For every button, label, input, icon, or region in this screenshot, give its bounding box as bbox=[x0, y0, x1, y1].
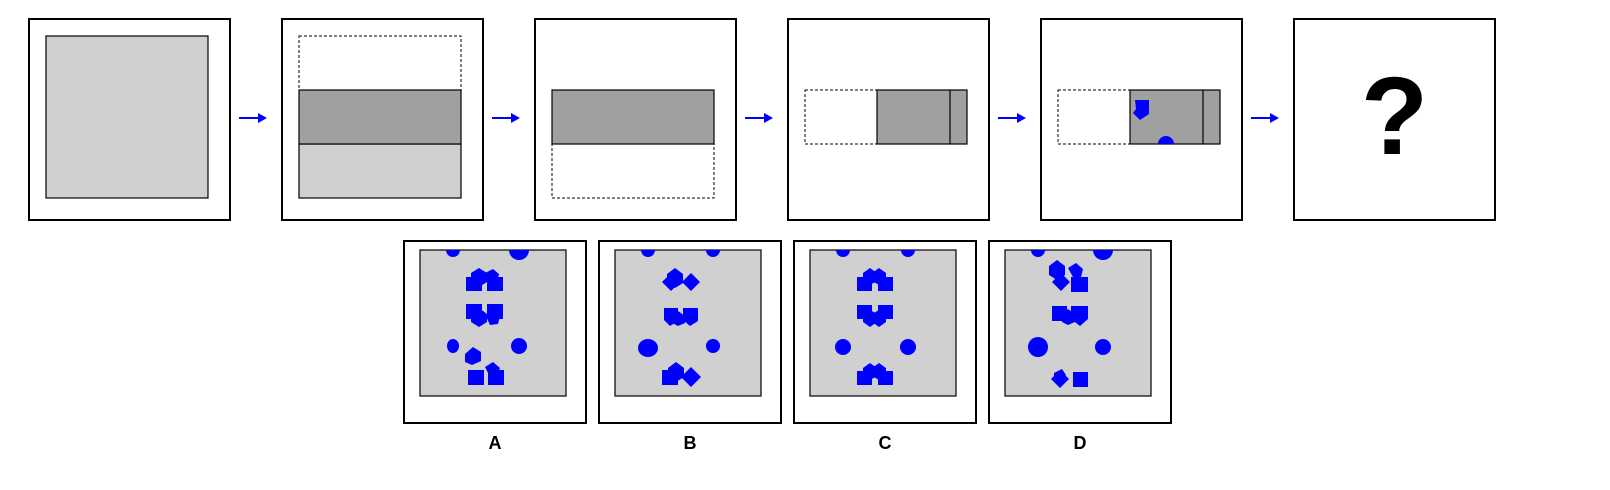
step-folded-strip bbox=[534, 18, 737, 221]
hole-half-circle bbox=[706, 250, 720, 257]
full-sheet-drawing bbox=[45, 35, 209, 199]
step-full-sheet bbox=[28, 18, 231, 221]
arrow-icon bbox=[998, 113, 1026, 123]
folded-strip-drawing bbox=[551, 89, 715, 199]
punched-drawing bbox=[1057, 89, 1221, 145]
hole-half-circle bbox=[641, 250, 655, 257]
hole-half-circle bbox=[901, 250, 915, 257]
hole-hexagon bbox=[872, 310, 886, 327]
hole-pentagon bbox=[683, 308, 698, 326]
question-mark: ? bbox=[1360, 55, 1429, 178]
option-b-drawing bbox=[614, 249, 762, 397]
hole-half-circle bbox=[1093, 250, 1113, 260]
hole-diamond bbox=[1052, 273, 1070, 291]
punched-hole-pentagon bbox=[1133, 100, 1149, 120]
option-a[interactable] bbox=[403, 240, 587, 424]
hole-half-circle bbox=[446, 250, 460, 257]
hole-circle bbox=[1095, 339, 1111, 355]
option-b[interactable] bbox=[598, 240, 782, 424]
fold-bottom-up-drawing bbox=[298, 35, 462, 199]
hole-hexagon bbox=[668, 362, 684, 382]
hole-circle bbox=[900, 339, 916, 355]
hole-circle bbox=[1028, 337, 1048, 357]
arrow-icon bbox=[239, 113, 267, 123]
hole-hexagon bbox=[872, 363, 886, 380]
hole-circle bbox=[835, 339, 851, 355]
folded-strip bbox=[1129, 89, 1221, 145]
hole-hexagon bbox=[471, 308, 487, 327]
option-d[interactable] bbox=[988, 240, 1172, 424]
hole-half-circle bbox=[836, 250, 850, 257]
step-unknown: ? bbox=[1293, 18, 1496, 221]
folded-flap bbox=[298, 89, 462, 145]
hole-diamond bbox=[681, 367, 701, 387]
hole-hexagon bbox=[1062, 309, 1075, 325]
option-a-label: A bbox=[488, 433, 502, 453]
hole-half-circle bbox=[509, 250, 529, 260]
hole-hexagon bbox=[872, 268, 886, 285]
folded-strip bbox=[551, 89, 715, 145]
hole-diamond bbox=[682, 273, 700, 291]
hole-circle bbox=[706, 339, 720, 353]
fold-ghost-outline bbox=[1057, 89, 1131, 145]
option-d-drawing bbox=[1004, 249, 1152, 397]
hole-pentagon bbox=[1071, 306, 1088, 326]
step-punched bbox=[1040, 18, 1243, 221]
fold-ghost-outline bbox=[804, 89, 878, 145]
hole-pentagon bbox=[1054, 369, 1066, 382]
hole-circle bbox=[511, 338, 527, 354]
hole-hexagon bbox=[465, 347, 481, 365]
option-d-label: D bbox=[1073, 433, 1087, 453]
option-c-label: C bbox=[878, 433, 892, 453]
fold-left-right-drawing bbox=[804, 89, 968, 145]
hole-square bbox=[468, 370, 484, 385]
hole-hexagon bbox=[667, 268, 683, 288]
hole-pentagon bbox=[485, 269, 499, 283]
hole-half-circle bbox=[1031, 250, 1045, 257]
hole-hexagon bbox=[471, 268, 487, 287]
option-c-drawing bbox=[809, 249, 957, 397]
hole-square bbox=[1071, 277, 1088, 292]
arrow-icon bbox=[1251, 113, 1279, 123]
punched-hole-half-circle bbox=[1158, 136, 1174, 144]
step-fold-left-right bbox=[787, 18, 990, 221]
hole-pentagon bbox=[485, 362, 500, 375]
option-b-label: B bbox=[683, 433, 697, 453]
arrow-icon bbox=[745, 113, 773, 123]
fold-ghost-outline bbox=[551, 143, 715, 199]
hole-hexagon bbox=[672, 311, 685, 326]
hole-pentagon bbox=[486, 311, 500, 325]
arrow-icon bbox=[492, 113, 520, 123]
hole-circle bbox=[638, 339, 658, 357]
fold-ghost-outline bbox=[298, 35, 462, 91]
paper-sheet bbox=[45, 35, 209, 199]
step-fold-bottom-up bbox=[281, 18, 484, 221]
paper-sheet bbox=[298, 143, 462, 199]
hole-square bbox=[1073, 372, 1088, 387]
option-c[interactable] bbox=[793, 240, 977, 424]
hole-pentagon bbox=[1068, 263, 1083, 277]
hole-circle bbox=[447, 339, 459, 353]
folded-strip bbox=[876, 89, 968, 145]
option-a-drawing bbox=[419, 249, 567, 397]
